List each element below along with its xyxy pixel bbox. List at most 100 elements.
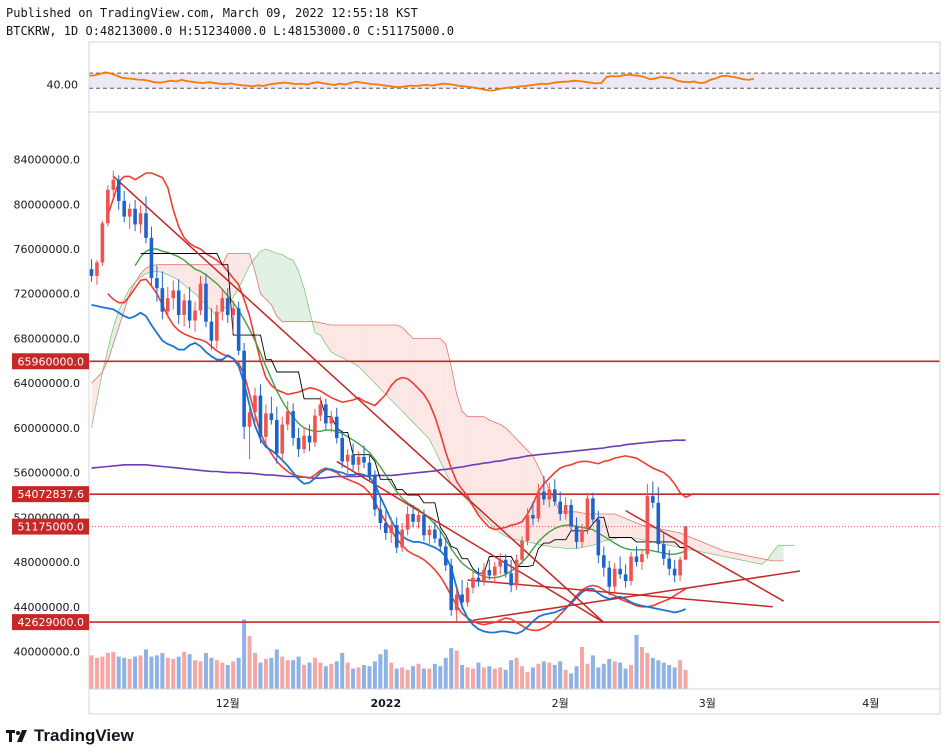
candle-body <box>133 208 137 225</box>
candle-body <box>569 505 573 527</box>
candle <box>345 449 350 475</box>
volume-bar <box>258 662 263 689</box>
ichimoku-cloud-segment <box>712 546 719 556</box>
ichimoku-cloud-segment <box>156 264 163 273</box>
candle <box>656 487 661 552</box>
volume-bar <box>89 655 94 689</box>
candle <box>242 342 246 440</box>
ichimoku-cloud-segment <box>756 557 762 565</box>
candle <box>454 587 459 622</box>
candle <box>100 221 105 266</box>
volume-bar <box>629 665 634 689</box>
candle <box>514 554 519 591</box>
candle <box>498 553 503 575</box>
candle-body <box>362 456 366 463</box>
candle-body <box>563 505 568 514</box>
ichimoku-cloud-segment <box>429 338 435 451</box>
candle <box>547 482 552 508</box>
candle-body <box>683 526 688 560</box>
ichimoku-cloud-segment <box>734 553 741 560</box>
candle <box>313 408 317 447</box>
candle <box>356 451 361 473</box>
candle-body <box>329 416 334 424</box>
volume-bar <box>144 649 148 689</box>
candle-body <box>651 496 655 503</box>
price-label-text: 54072837.6 <box>18 488 84 501</box>
candle-body <box>166 298 170 312</box>
candle <box>187 287 192 329</box>
candle-body <box>438 538 443 547</box>
candle-body <box>313 415 317 443</box>
volume-bar <box>530 667 535 689</box>
ichimoku-cloud-segment <box>331 325 337 356</box>
candle-body <box>351 454 355 465</box>
candle-body <box>411 513 415 522</box>
candle-body <box>280 424 285 454</box>
candle <box>585 492 590 535</box>
candle <box>220 289 225 321</box>
candle-body <box>367 462 372 476</box>
ichimoku-cloud-segment <box>750 556 757 564</box>
volume-bar <box>612 661 617 689</box>
candle-body <box>89 269 94 276</box>
candle-body <box>324 404 328 424</box>
volume-bar <box>492 668 497 689</box>
ichimoku-cloud-segment <box>494 422 501 533</box>
price-tick-label: 60000000.0 <box>14 422 80 435</box>
candle-body <box>187 300 192 321</box>
ichimoku-cloud-segment <box>293 260 299 322</box>
bollinger-upper-line <box>107 172 692 531</box>
volume-bar <box>487 666 492 689</box>
volume-bar <box>296 656 301 689</box>
candle-body <box>215 311 219 341</box>
volume-bar <box>650 657 655 689</box>
volume-bar <box>639 647 644 689</box>
candle <box>651 481 655 509</box>
volume-bar <box>362 665 366 689</box>
candle <box>176 279 181 324</box>
candle-body <box>640 554 644 563</box>
axes: 40000000.044000000.048000000.052000000.0… <box>12 41 941 715</box>
price-label-text: 65960000.0 <box>18 355 84 368</box>
x-tick-label: 2월 <box>552 697 569 710</box>
candle-body <box>236 308 241 351</box>
candle <box>640 548 644 570</box>
volume-bar <box>160 653 165 689</box>
candle-body <box>182 300 186 315</box>
candle-body <box>460 594 464 603</box>
ichimoku-cloud-segment <box>489 420 495 529</box>
ichimoku-cloud-segment <box>669 530 675 547</box>
volume-bar <box>678 660 683 689</box>
volume-bar <box>672 667 677 689</box>
volume-bar <box>525 672 530 689</box>
volume-bar <box>438 666 443 689</box>
candle <box>264 404 268 445</box>
price-tick-label: 44000000.0 <box>14 601 80 614</box>
candle <box>269 396 274 425</box>
candle <box>683 525 688 561</box>
candle-body <box>482 569 486 582</box>
ichimoku-cloud-segment <box>423 338 430 440</box>
candle <box>351 443 355 471</box>
candle <box>280 416 285 461</box>
candle-body <box>247 412 252 427</box>
ichimoku-cloud-segment <box>478 416 484 518</box>
candle <box>623 564 628 588</box>
ichimoku-cloud-segment <box>140 268 146 277</box>
volume-bar <box>307 662 312 689</box>
candle-body <box>471 577 475 588</box>
candle <box>558 491 562 521</box>
volume-bar <box>351 668 356 689</box>
candle-body <box>302 435 306 450</box>
volume-bar <box>111 651 116 689</box>
candle <box>225 288 230 323</box>
volume-bar <box>231 661 236 689</box>
rsi-pane: 40.00 <box>47 71 940 92</box>
candle <box>520 536 524 565</box>
price-label-text: 42629000.0 <box>18 616 84 629</box>
candle <box>122 190 126 223</box>
volume-bar <box>356 667 361 689</box>
candle-body <box>427 529 432 536</box>
volume-bar <box>661 662 666 689</box>
